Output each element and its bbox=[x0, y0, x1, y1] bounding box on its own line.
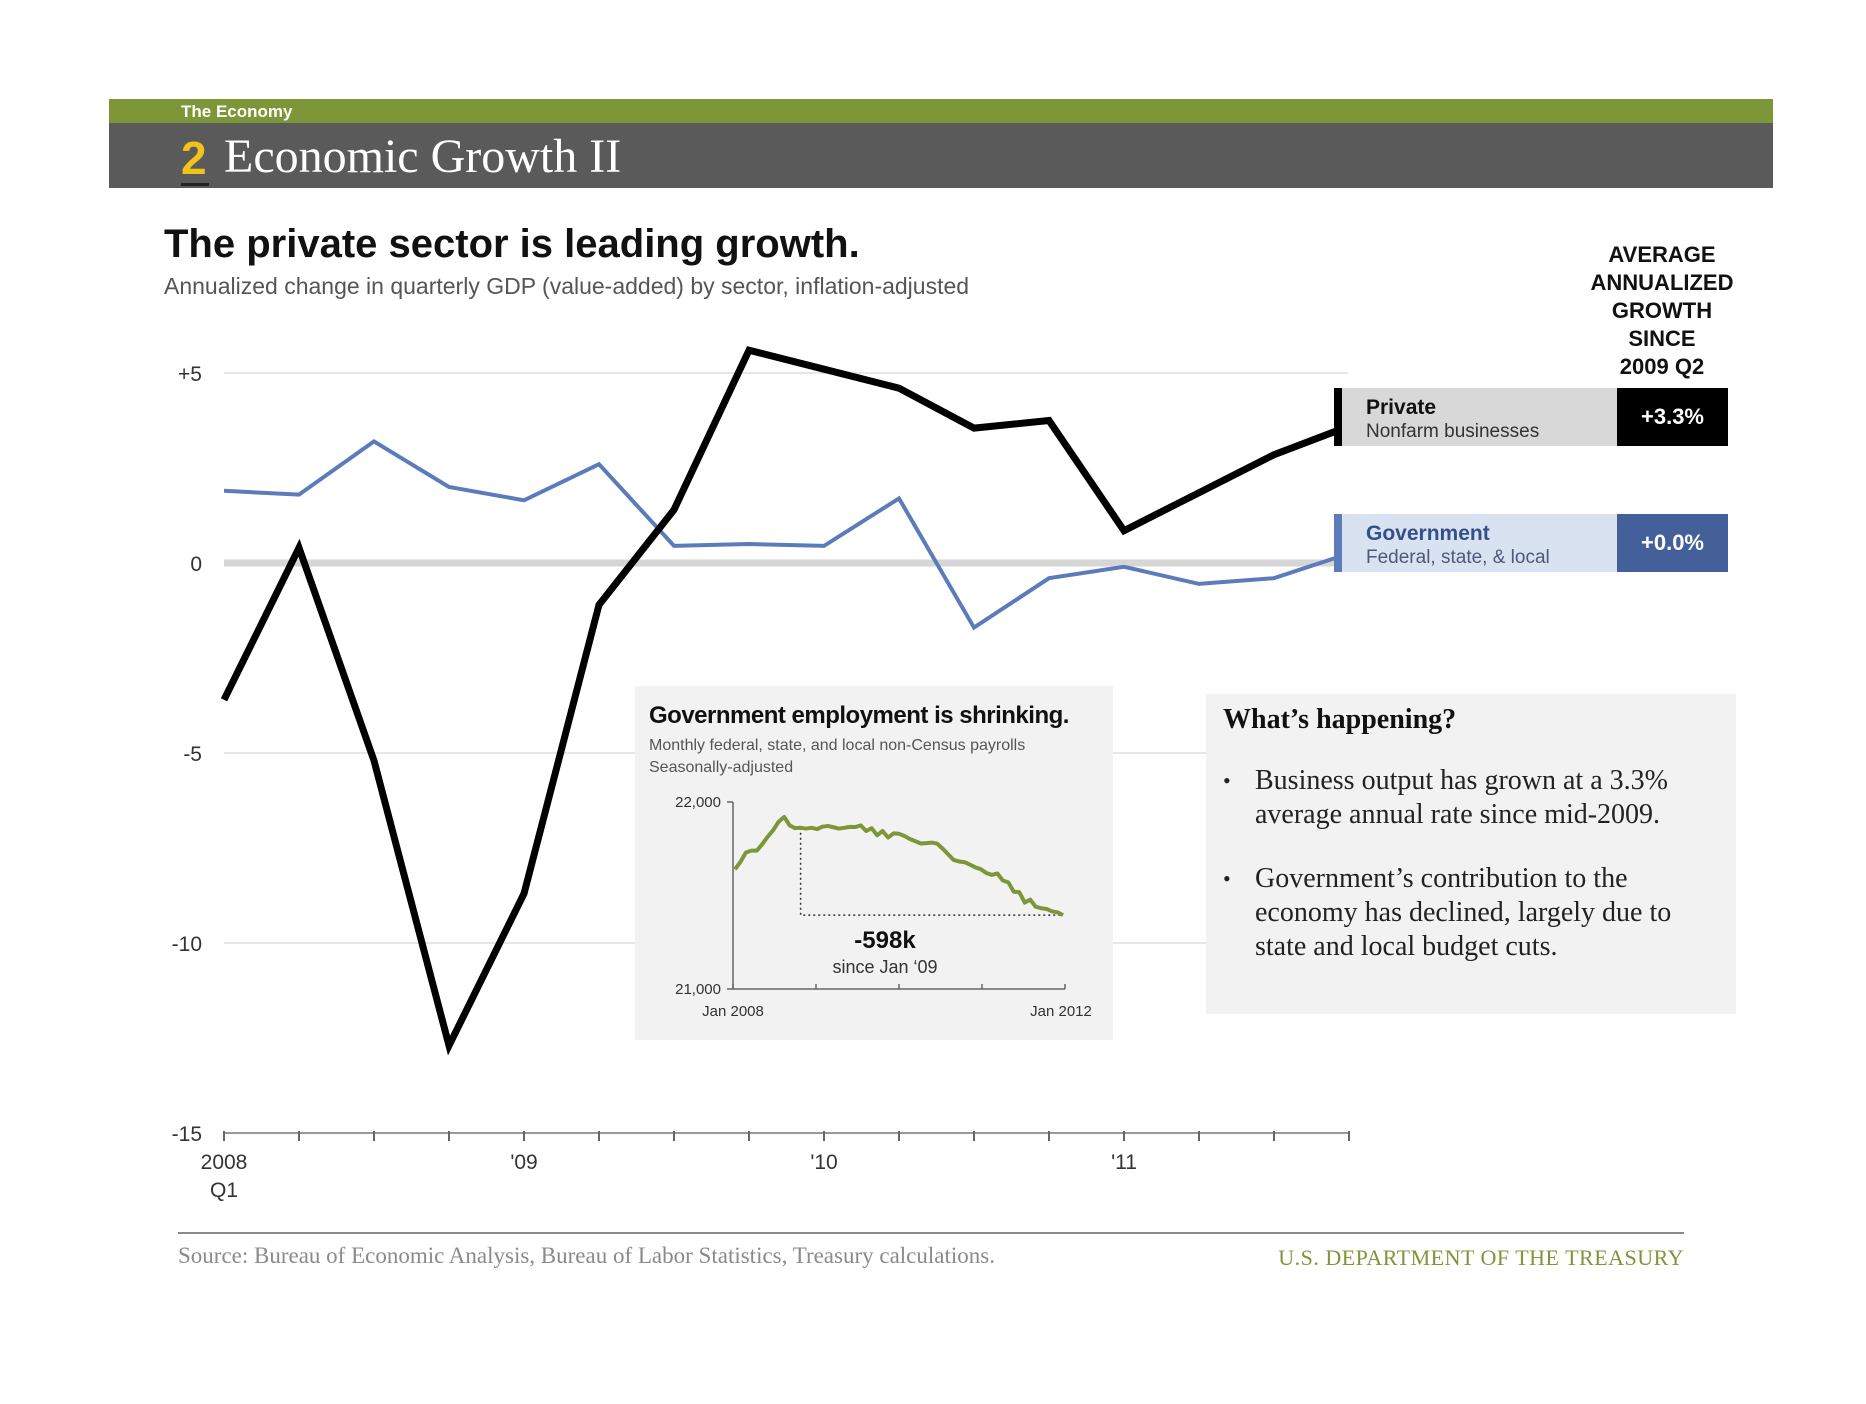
inset-series-line bbox=[733, 814, 1064, 917]
section-number-underline bbox=[181, 183, 209, 186]
legend-private-swatch bbox=[1334, 388, 1342, 446]
inset-subtitle-2: Seasonally-adjusted bbox=[649, 759, 794, 776]
legend-private: Private Nonfarm businesses +3.3% bbox=[1334, 388, 1728, 446]
inset-x-label-start: Jan 2008 bbox=[702, 1003, 764, 1020]
section-number: 2 bbox=[181, 132, 207, 184]
section-band: The Economy bbox=[109, 99, 1773, 123]
y-tick-label: 0 bbox=[190, 553, 202, 576]
inset-employment-chart: 22,000 21,000 Jan 2008 Jan 2012 -598k since J… bbox=[635, 686, 1113, 1040]
inset-annotation-text: since Jan ‘09 bbox=[832, 957, 937, 977]
y-tick-label: -10 bbox=[172, 933, 202, 956]
x-tick-label: '11 bbox=[1111, 1151, 1137, 1174]
whats-happening-box: What’s happening? • Business output has g… bbox=[1206, 694, 1736, 1014]
series-line-government bbox=[223, 439, 1350, 631]
x-tick-label: '09 bbox=[510, 1151, 537, 1174]
inset-y-tick-label: 21,000 bbox=[675, 981, 721, 998]
legend-government-label-box: Government Federal, state, & local bbox=[1342, 514, 1617, 572]
chart-headline: The private sector is leading growth. bbox=[164, 222, 860, 266]
average-header-line: SINCE bbox=[1628, 326, 1696, 351]
main-series bbox=[220, 346, 1351, 1056]
bullet-icon: • bbox=[1223, 866, 1231, 891]
inset-subtitle: Monthly federal, state, and local non-Ce… bbox=[649, 737, 1026, 754]
average-growth-header: AVERAGE ANNUALIZED GROWTH SINCE 2009 Q2 bbox=[1570, 241, 1754, 381]
legend-government-swatch bbox=[1334, 514, 1342, 572]
title-band: 2 Economic Growth II bbox=[109, 123, 1773, 188]
section-kicker: The Economy bbox=[181, 102, 293, 121]
list-item: • Business output has grown at a 3.3% ave… bbox=[1223, 764, 1713, 832]
bullet-text: Government’s contribution to the economy… bbox=[1255, 863, 1672, 962]
legend-private-value: +3.3% bbox=[1617, 388, 1728, 446]
y-tick-label: -15 bbox=[172, 1123, 202, 1146]
bullet-text: Business output has grown at a 3.3% aver… bbox=[1255, 765, 1668, 830]
chart-subhead: Annualized change in quarterly GDP (valu… bbox=[164, 273, 970, 299]
legend-government-value: +0.0% bbox=[1617, 514, 1728, 572]
y-tick-label: -5 bbox=[183, 743, 202, 766]
x-tick-label: 2008 bbox=[201, 1151, 248, 1174]
bullet-icon: • bbox=[1223, 768, 1231, 793]
average-header-line: GROWTH bbox=[1611, 298, 1713, 323]
inset-title: Government employment is shrinking. bbox=[649, 702, 1069, 729]
y-tick-label: +5 bbox=[178, 363, 202, 386]
whats-happening-heading: What’s happening? bbox=[1223, 704, 1457, 735]
x-tick-label: '10 bbox=[810, 1151, 837, 1174]
legend-government-desc: Federal, state, & local bbox=[1366, 547, 1550, 568]
average-header-line: ANNUALIZED bbox=[1590, 270, 1734, 295]
footer-rule bbox=[178, 1232, 1684, 1234]
average-header-line: 2009 Q2 bbox=[1619, 354, 1705, 379]
legend-government: Government Federal, state, & local +0.0% bbox=[1334, 514, 1728, 572]
page-title: Economic Growth II bbox=[224, 130, 622, 183]
legend-government-name: Government bbox=[1366, 522, 1490, 545]
x-tick-label-2: Q1 bbox=[210, 1179, 238, 1202]
footer-department: U.S. DEPARTMENT OF THE TREASURY bbox=[1278, 1245, 1684, 1270]
legend-private-name: Private bbox=[1366, 396, 1437, 419]
footer-source: Source: Bureau of Economic Analysis, Bur… bbox=[178, 1243, 995, 1268]
average-header-line: AVERAGE bbox=[1608, 242, 1716, 267]
main-axis-ticks: +5 0 -5 -10 -15 2008 Q1 '09 '10 '11 bbox=[172, 363, 1350, 1202]
list-item: • Government’s contribution to the econom… bbox=[1223, 862, 1713, 964]
legend-private-desc: Nonfarm businesses bbox=[1366, 421, 1540, 442]
whats-happening-list: • Business output has grown at a 3.3% ave… bbox=[1223, 764, 1713, 994]
legend-private-label-box: Private Nonfarm businesses bbox=[1342, 388, 1617, 446]
inset-annotation-value: -598k bbox=[854, 927, 916, 954]
inset-plot: 22,000 21,000 Jan 2008 Jan 2012 -598k since J… bbox=[675, 794, 1092, 1020]
series-line-private bbox=[220, 346, 1351, 1056]
inset-x-label-end: Jan 2012 bbox=[1030, 1003, 1092, 1020]
inset-y-tick-label: 22,000 bbox=[675, 794, 721, 811]
